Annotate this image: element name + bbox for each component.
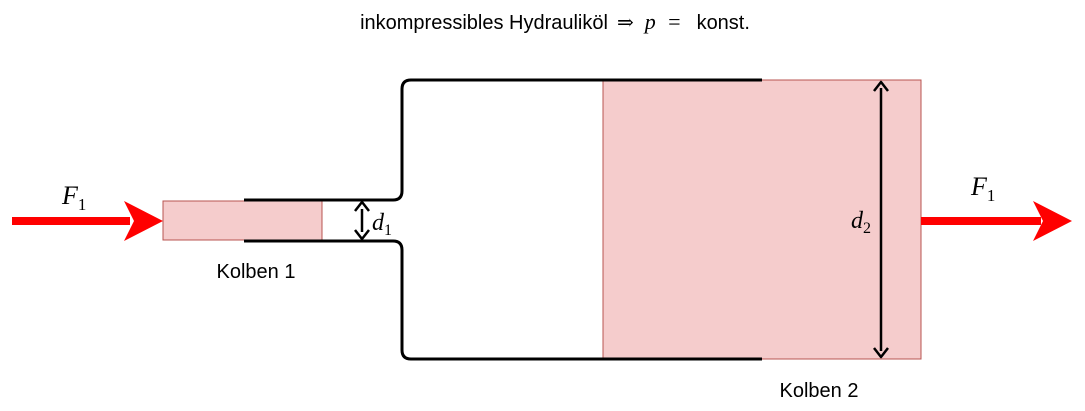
piston-1-label: Kolben 1 [217, 261, 296, 283]
double-arrow-icon [354, 200, 370, 212]
title: inkompressibles Hydrauliköl ⇒ p = konst. [360, 9, 750, 34]
title-variable: p [643, 9, 656, 34]
right-arrow-icon [124, 201, 163, 241]
double-arrow-icon [873, 80, 889, 92]
piston-2 [602, 79, 922, 360]
cylinder-wall-bottom [244, 239, 762, 361]
piston-2-label: Kolben 2 [780, 380, 859, 402]
cylinder-wall-top [244, 78, 762, 202]
piston-1 [162, 200, 323, 241]
force-left-label: F1 [61, 181, 86, 214]
title-equals: = [667, 9, 682, 34]
title-rest: konst. [697, 12, 750, 34]
d2-label: d2 [851, 208, 871, 237]
force-arrow-left [12, 201, 163, 241]
d1-dimension-arrow [354, 200, 370, 241]
d1-label: d1 [372, 210, 392, 239]
force-right-label: F1 [970, 172, 995, 205]
d2-dimension-arrow [873, 80, 889, 359]
title-text: inkompressibles Hydrauliköl [360, 12, 608, 34]
right-arrow-icon [1033, 201, 1072, 241]
force-arrow-right [921, 201, 1072, 241]
title-arrow: ⇒ [617, 12, 634, 34]
